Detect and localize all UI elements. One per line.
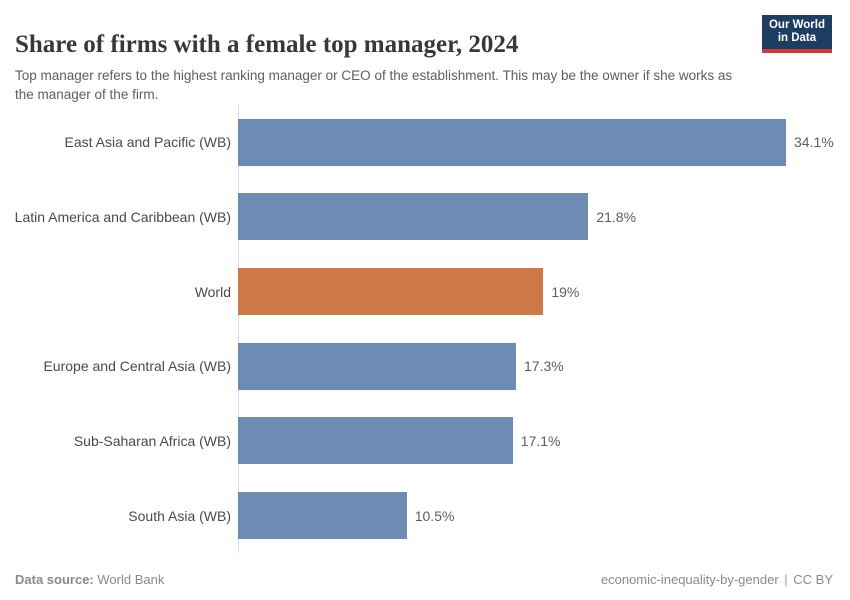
value-label: 10.5% (414, 507, 455, 524)
owid-logo[interactable]: Our World in Data (761, 15, 832, 53)
chart-row: East Asia and Pacific (WB) 34.1% (0, 105, 850, 180)
chart-row: World 19% (0, 254, 850, 329)
category-label: World (194, 283, 231, 300)
bar[interactable] (238, 268, 544, 316)
category-label: East Asia and Pacific (WB) (64, 134, 231, 151)
value-label: 34.1% (794, 134, 834, 151)
bar[interactable] (238, 342, 517, 390)
bar[interactable] (238, 193, 589, 241)
category-label: Latin America and Caribbean (WB) (14, 208, 231, 225)
bar-area: 34.1% (238, 118, 850, 166)
bar-area: 10.5% (238, 492, 850, 540)
chart-row: South Asia (WB) 10.5% (0, 478, 850, 553)
bar-area: 17.3% (238, 342, 850, 390)
value-label: 17.1% (520, 432, 561, 449)
data-source-value: World Bank (97, 572, 165, 587)
owid-logo-line2: in Data (777, 32, 817, 44)
chart-row: Europe and Central Asia (WB) 17.3% (0, 329, 850, 404)
bar[interactable] (238, 417, 513, 465)
chart-footer: Data source: World Bank economic-inequal… (15, 572, 833, 587)
footer-divider: | (780, 572, 792, 587)
category-label: Sub-Saharan Africa (WB) (73, 432, 231, 449)
bar-area: 21.8% (238, 193, 850, 241)
y-axis-line (238, 105, 239, 553)
footer-right: economic-inequality-by-gender | CC BY (601, 572, 833, 587)
chart-slug: economic-inequality-by-gender (600, 572, 779, 587)
chart-row: Sub-Saharan Africa (WB) 17.1% (0, 404, 850, 479)
category-label: Europe and Central Asia (WB) (43, 358, 231, 375)
data-source-label: Data source: (15, 572, 94, 587)
chart-row: Latin America and Caribbean (WB) 21.8% (0, 180, 850, 255)
value-label: 21.8% (596, 208, 637, 225)
value-label: 17.3% (524, 358, 564, 375)
data-source: Data source: World Bank (15, 572, 164, 587)
license-label: CC BY (793, 572, 833, 587)
value-label: 19% (551, 283, 580, 300)
bar[interactable] (238, 118, 786, 166)
page-subtitle: Top manager refers to the highest rankin… (15, 67, 733, 102)
bar[interactable] (238, 492, 407, 540)
bar-chart: East Asia and Pacific (WB) 34.1% Latin Ame… (0, 105, 850, 553)
bar-area: 19% (238, 268, 850, 316)
bar-area: 17.1% (238, 417, 850, 465)
page-title: Share of firms with a female top manager… (15, 30, 519, 58)
owid-logo-line1: Our World (768, 19, 825, 31)
category-label: South Asia (WB) (128, 507, 231, 524)
